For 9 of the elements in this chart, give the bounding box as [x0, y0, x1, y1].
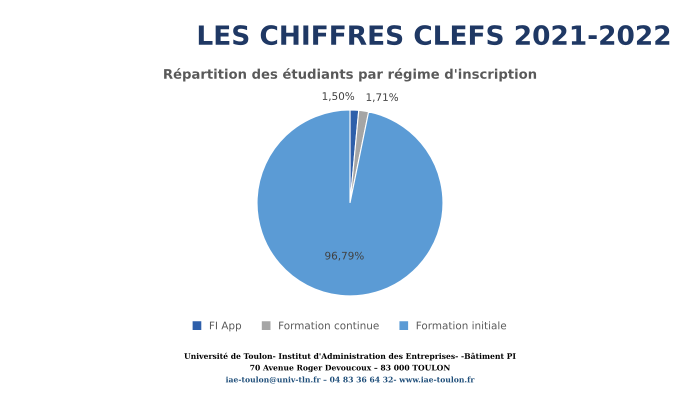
data-label: 1,50% [322, 92, 354, 102]
data-label: 96,79% [325, 252, 364, 261]
legend-label: FI App [210, 322, 242, 332]
legend-label: Formation initiale [416, 321, 506, 330]
chart-subtitle: Répartition des étudiants par régime d'inscription [164, 68, 536, 82]
chart-title: LES CHIFFRES CLEFS 2021-2022 [198, 25, 670, 46]
legend-label: Formation continue [279, 321, 379, 330]
data-label: 1,71% [366, 93, 398, 102]
pie-slice [256, 109, 444, 296]
